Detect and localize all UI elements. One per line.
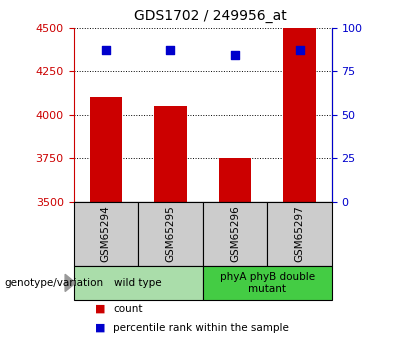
Text: percentile rank within the sample: percentile rank within the sample [113, 323, 289, 333]
Text: ■: ■ [94, 323, 105, 333]
Bar [203, 202, 267, 266]
Point [167, 48, 174, 53]
Bar [267, 202, 332, 266]
Text: count: count [113, 304, 143, 314]
Bar [74, 266, 203, 300]
Text: GSM65296: GSM65296 [230, 205, 240, 262]
Text: GSM65297: GSM65297 [294, 205, 304, 262]
Bar [74, 202, 138, 266]
Point [102, 48, 109, 53]
Point [296, 48, 303, 53]
Bar [89, 97, 122, 202]
Bar [284, 28, 316, 202]
Text: phyA phyB double
mutant: phyA phyB double mutant [220, 272, 315, 294]
Point [231, 53, 238, 58]
Bar [219, 158, 251, 202]
Text: GSM65294: GSM65294 [101, 205, 111, 262]
Bar [138, 202, 202, 266]
Text: GSM65295: GSM65295 [165, 205, 176, 262]
Text: wild type: wild type [114, 278, 162, 288]
Text: genotype/variation: genotype/variation [4, 278, 103, 288]
Bar [154, 106, 186, 202]
Polygon shape [65, 274, 76, 292]
Bar [203, 266, 332, 300]
Text: ■: ■ [94, 304, 105, 314]
Text: GDS1702 / 249956_at: GDS1702 / 249956_at [134, 9, 286, 23]
